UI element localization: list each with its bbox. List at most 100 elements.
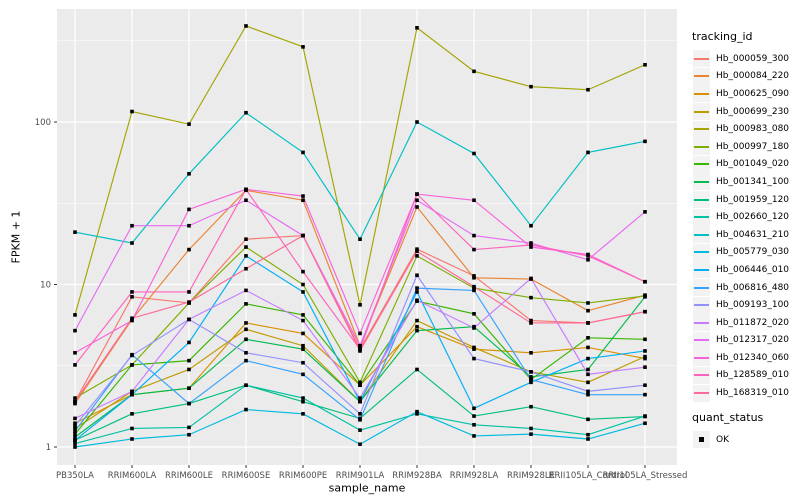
y-tick-label: 10 [40, 281, 51, 291]
data-point [301, 269, 305, 274]
data-point [301, 372, 305, 377]
x-tick-label: RRIM600PE [279, 471, 327, 481]
data-point [586, 380, 590, 385]
data-point [301, 282, 305, 287]
data-point [529, 318, 533, 323]
data-point [130, 363, 134, 367]
legend-key [693, 191, 710, 209]
legend-entry-label: Hb_006816_480 [716, 282, 790, 293]
legend-entry-label: Hb_168319_010 [716, 388, 790, 399]
legend-entries: Hb_000059_300 Hb_000084_220 Hb_000625_090 H… [686, 50, 798, 402]
legend-key-line [694, 128, 709, 131]
data-point [301, 290, 305, 294]
data-point [187, 386, 191, 391]
data-point [529, 223, 533, 228]
data-point [187, 401, 191, 406]
data-point [301, 233, 305, 238]
data-point [586, 301, 590, 305]
data-point [73, 432, 77, 436]
data-point [415, 254, 419, 258]
x-tick-label: PB350LA [56, 471, 94, 481]
data-point [244, 407, 248, 412]
legend-entry-label: Hb_000997_180 [716, 141, 790, 152]
data-point [529, 404, 533, 409]
data-point [244, 266, 248, 271]
data-point [130, 241, 134, 245]
data-point [415, 249, 419, 254]
data-point [472, 422, 476, 427]
data-point [187, 247, 191, 252]
data-point [244, 321, 248, 325]
data-point [415, 286, 419, 290]
data-point [187, 358, 191, 363]
data-point [472, 434, 476, 438]
data-point [358, 303, 362, 307]
data-point [301, 194, 305, 198]
legend-entry-label: Hb_000059_300 [716, 53, 790, 64]
legend-key-line [694, 286, 709, 289]
data-point [73, 438, 77, 443]
legend-key [693, 349, 710, 367]
data-point [301, 399, 305, 404]
legend-entry: Hb_009193_100 [693, 296, 798, 314]
quant-status-label: OK [716, 434, 729, 445]
data-point [244, 187, 248, 192]
legend-key [693, 366, 710, 384]
data-point [358, 331, 362, 336]
legend-key-line [694, 92, 709, 95]
data-point [301, 198, 305, 203]
data-point [529, 276, 533, 281]
legend-entry-label: Hb_128589_010 [716, 370, 790, 381]
data-point [130, 316, 134, 321]
data-point [643, 210, 647, 214]
legend-key [693, 243, 710, 261]
data-point [415, 120, 419, 124]
legend-key [693, 279, 710, 297]
data-point [358, 343, 362, 348]
data-point [643, 414, 647, 418]
data-point [529, 377, 533, 382]
data-point [643, 354, 647, 359]
data-point [643, 62, 647, 67]
legend-key-line [694, 233, 709, 236]
data-point [472, 275, 476, 280]
quant-status-entry: OK [693, 431, 798, 449]
legend-entry: Hb_011872_020 [693, 314, 798, 332]
data-point [301, 318, 305, 323]
data-point [529, 321, 533, 325]
legend-key-line [694, 145, 709, 148]
data-point [472, 406, 476, 411]
data-point [643, 365, 647, 369]
quant-status-entries: OK [686, 431, 798, 449]
x-tick-label: RRII105LA_Stressed [603, 471, 688, 481]
data-point [73, 445, 77, 449]
data-point [244, 302, 248, 306]
data-point [301, 396, 305, 400]
data-point [358, 383, 362, 388]
data-point [415, 198, 419, 203]
legend-entry: Hb_000997_180 [693, 138, 798, 156]
data-point [244, 198, 248, 203]
data-point [415, 367, 419, 372]
data-point [73, 424, 77, 428]
data-point [130, 392, 134, 397]
legend-key-line [694, 304, 709, 307]
data-point [244, 245, 248, 249]
legend-entry-label: Hb_012340_060 [716, 352, 790, 363]
legend-entry: Hb_000059_300 [693, 50, 798, 68]
data-point [472, 356, 476, 361]
data-point [472, 69, 476, 74]
data-point [472, 312, 476, 316]
data-point [301, 347, 305, 351]
data-point [643, 392, 647, 397]
legend-key-line [694, 180, 709, 183]
data-point [586, 335, 590, 340]
data-point [301, 343, 305, 348]
x-tick-label: RRIM928LE [507, 471, 555, 481]
legend-key-line [694, 57, 709, 60]
data-point [244, 288, 248, 293]
data-point [358, 412, 362, 416]
legend-key-line [694, 356, 709, 359]
data-point [244, 327, 248, 332]
